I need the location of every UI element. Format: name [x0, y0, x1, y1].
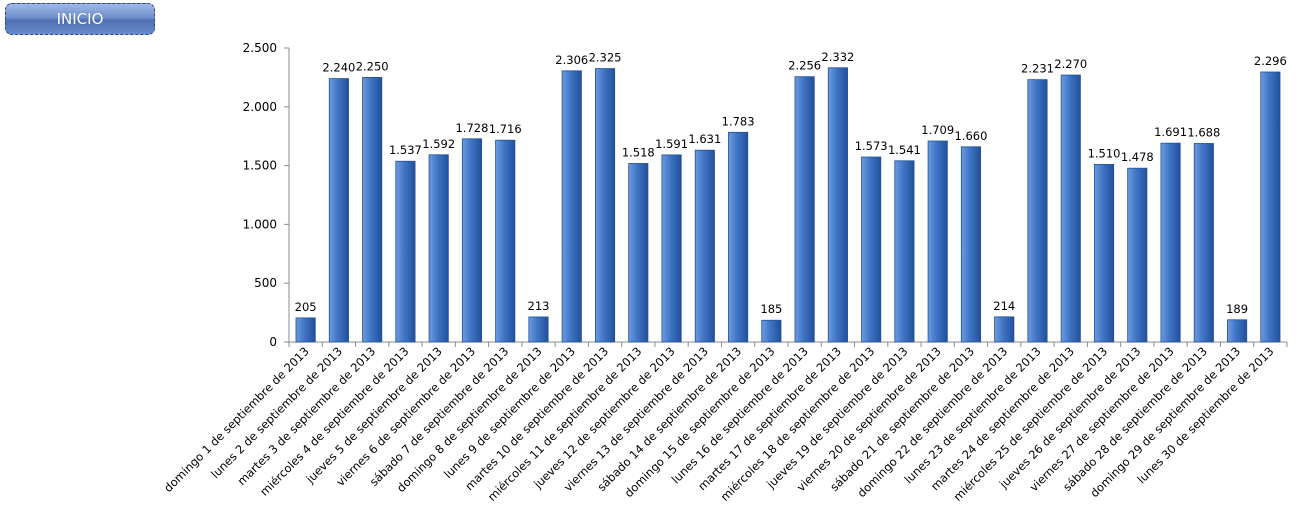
data-label: 2.325	[589, 51, 622, 65]
bar	[861, 156, 882, 343]
bar	[894, 160, 915, 343]
y-tick-label: 1.000	[243, 217, 277, 231]
bar	[794, 76, 815, 343]
data-label: 2.332	[821, 50, 854, 64]
y-tick-label: 500	[254, 276, 277, 290]
data-label: 1.592	[422, 137, 455, 151]
data-label: 2.270	[1054, 57, 1087, 71]
data-label: 1.716	[489, 122, 522, 136]
data-label: 2.306	[555, 53, 588, 67]
data-label: 2.231	[1021, 62, 1054, 76]
bar	[761, 319, 782, 343]
bar	[594, 68, 616, 343]
data-label: 205	[295, 300, 317, 314]
bar	[295, 317, 316, 343]
bar	[1260, 71, 1281, 343]
data-label: 2.256	[788, 59, 821, 73]
bar	[561, 70, 582, 343]
data-label: 1.541	[888, 143, 921, 157]
bar	[495, 139, 516, 343]
inicio-button[interactable]: INICIO	[5, 3, 155, 35]
bar	[428, 154, 449, 343]
data-label: 1.728	[455, 121, 488, 135]
bar	[1127, 167, 1148, 343]
data-label: 1.510	[1088, 146, 1121, 160]
data-label: 214	[993, 299, 1015, 313]
bar	[461, 138, 483, 343]
data-label: 1.709	[921, 123, 954, 137]
data-label: 1.631	[688, 132, 721, 146]
bar	[960, 146, 982, 343]
bar	[362, 77, 383, 343]
data-label: 1.518	[622, 145, 655, 159]
bar	[694, 149, 715, 343]
chart-bars	[295, 67, 1281, 343]
y-tick-label: 2.000	[243, 100, 277, 114]
y-tick-label: 1.500	[243, 159, 277, 173]
data-label: 1.537	[389, 143, 422, 157]
y-tick-label: 2.500	[243, 41, 277, 55]
bar	[927, 140, 948, 343]
data-label: 1.660	[954, 129, 987, 143]
y-tick-label: 0	[269, 335, 277, 349]
bar	[728, 131, 749, 343]
bar	[1193, 143, 1214, 343]
chart-axes: 0 500 1.000 1.500 2.000 2.500	[243, 41, 1288, 349]
bar	[661, 154, 682, 343]
data-label: 1.783	[722, 114, 755, 128]
data-label: 1.478	[1121, 150, 1154, 164]
bar	[328, 78, 349, 343]
bar	[1093, 164, 1115, 343]
data-label: 2.296	[1254, 54, 1287, 68]
bar	[1227, 319, 1248, 343]
bar	[395, 160, 416, 343]
data-label: 1.691	[1154, 125, 1187, 139]
data-label: 189	[1226, 302, 1248, 316]
bar	[1060, 74, 1081, 343]
data-label: 1.573	[855, 139, 888, 153]
bar	[994, 316, 1015, 343]
data-label: 1.591	[655, 137, 688, 151]
data-label: 1.688	[1187, 125, 1220, 139]
bar	[528, 316, 549, 343]
bar	[1027, 79, 1048, 343]
bar	[827, 67, 848, 343]
bar	[1160, 142, 1181, 343]
data-label: 185	[760, 302, 782, 316]
bar	[628, 163, 649, 343]
data-label: 2.250	[356, 59, 389, 73]
data-label: 2.240	[322, 61, 355, 75]
data-label: 213	[528, 299, 550, 313]
